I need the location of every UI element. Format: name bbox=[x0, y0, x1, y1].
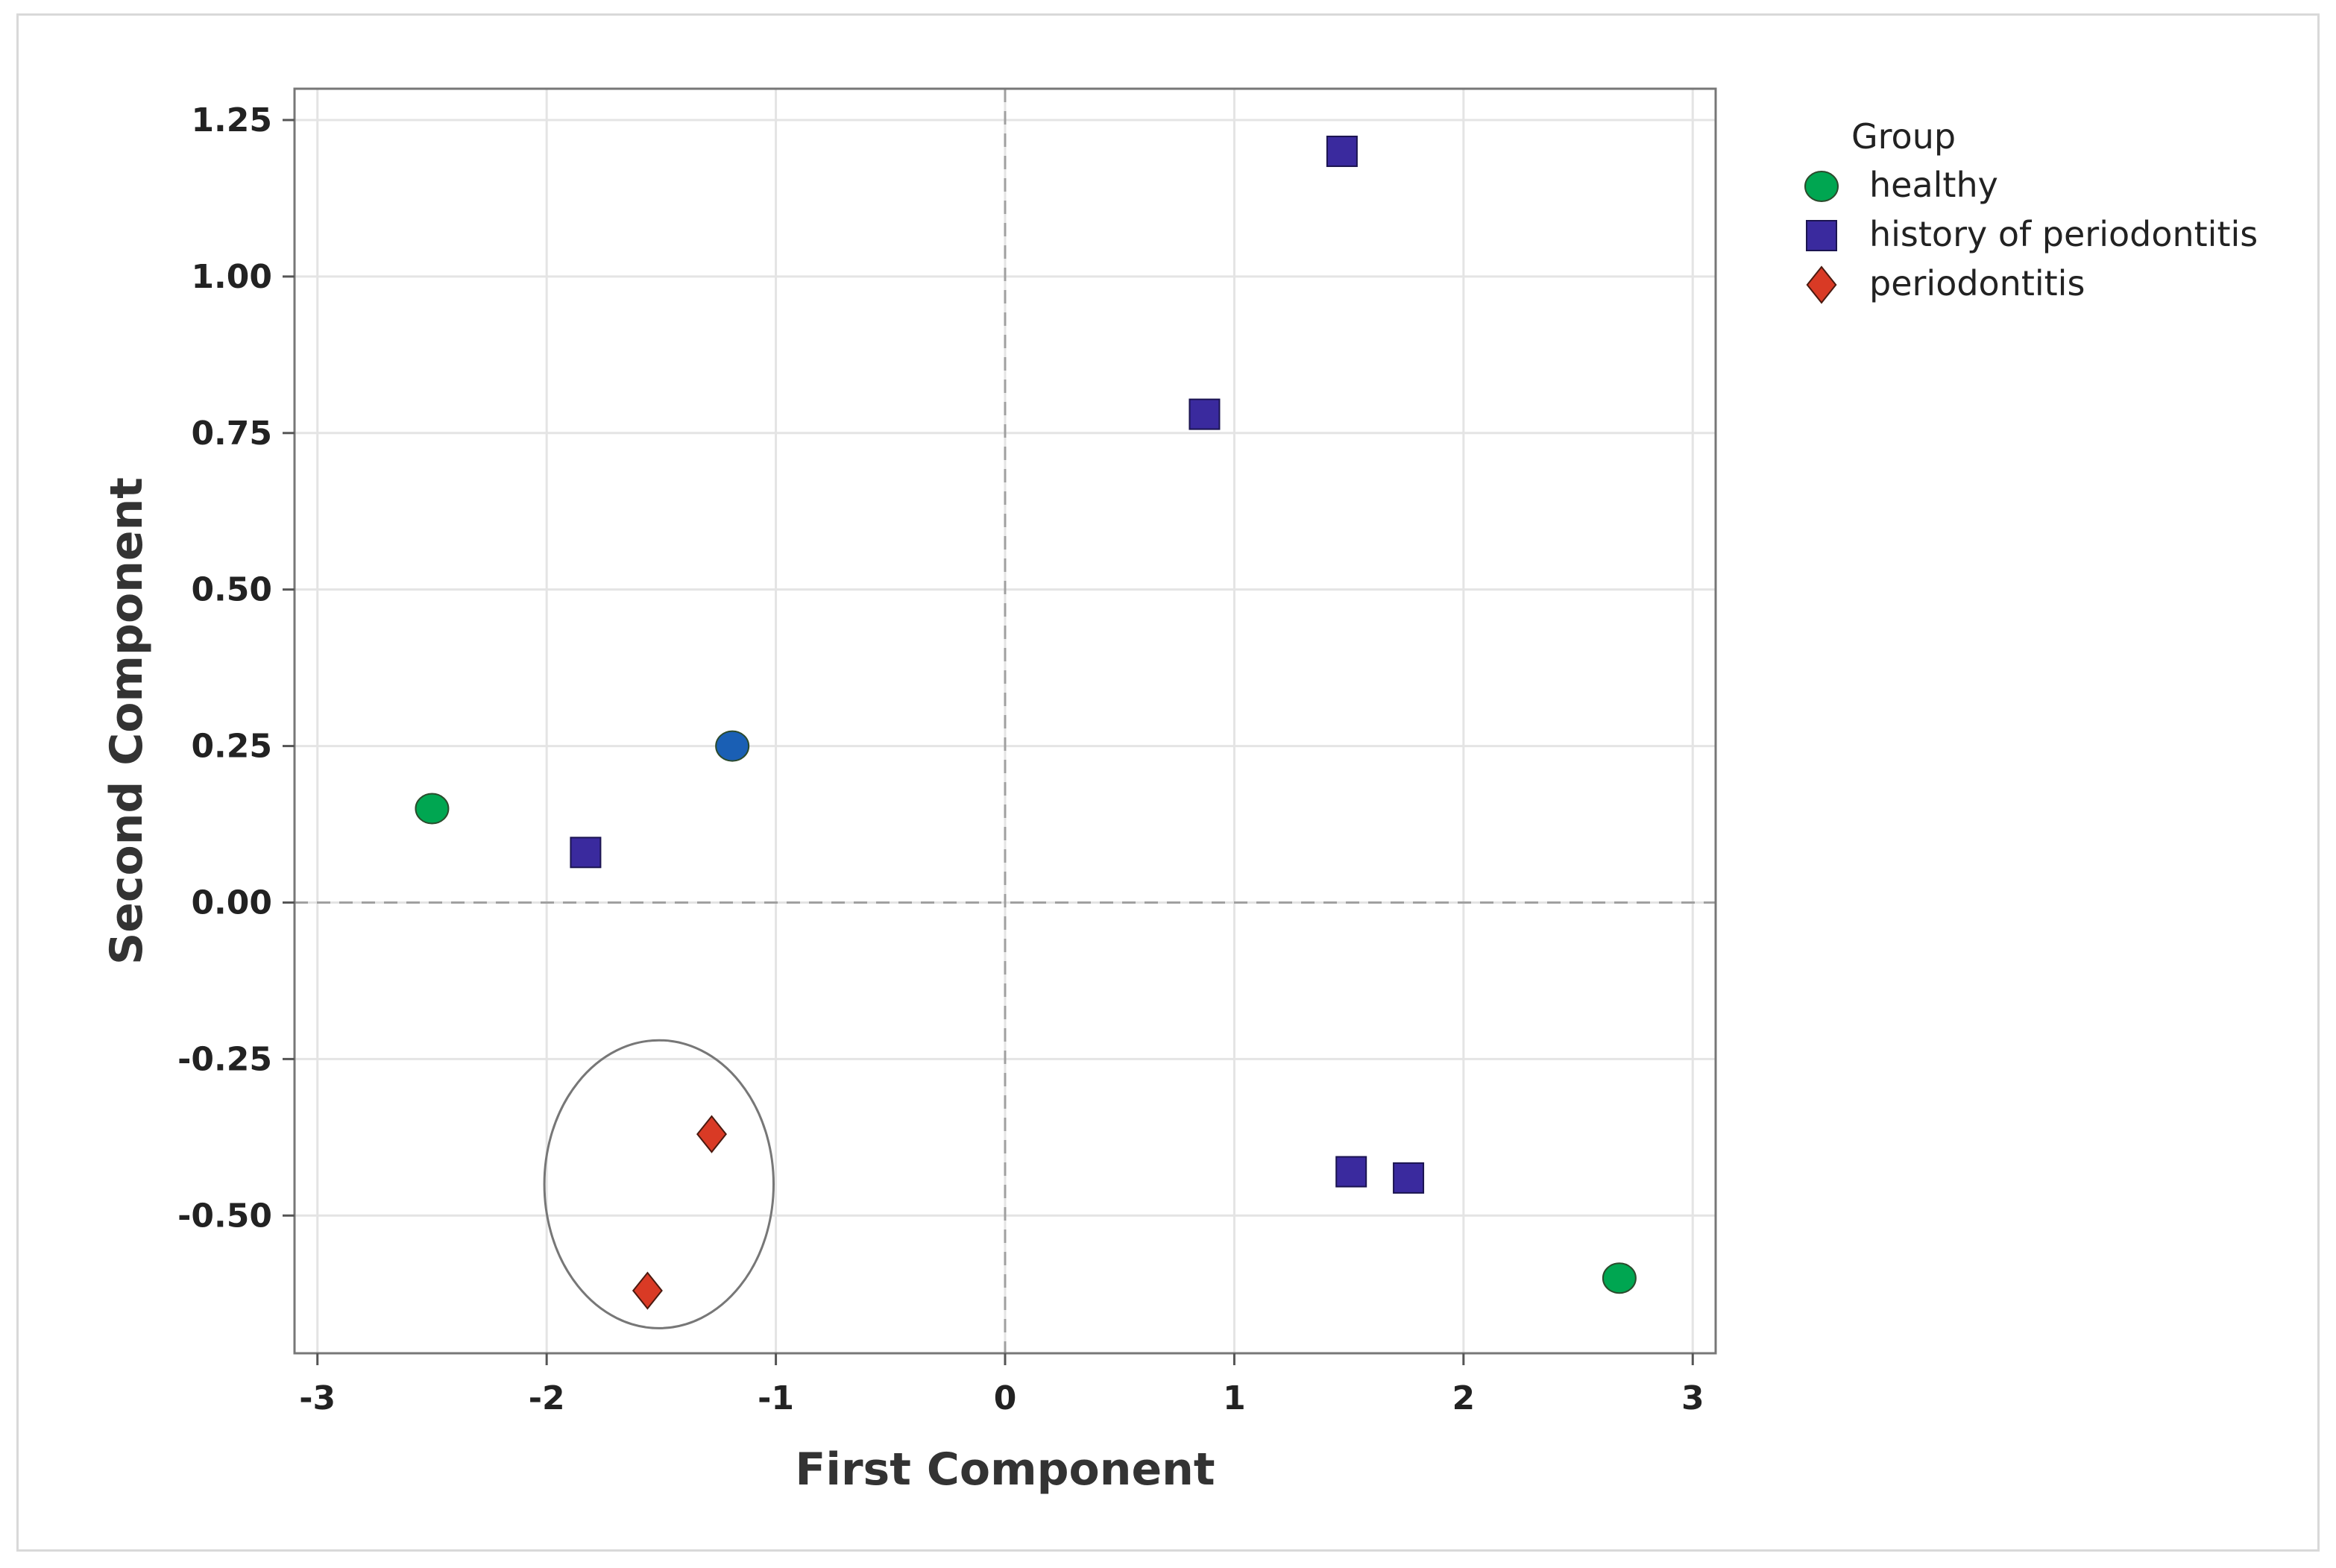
axes: -3 -2 -1 0 1 2 3 1.25 1.00 0.75 0.50 0.25 0.00 -0.25 -… bbox=[177, 101, 1704, 1417]
figure-frame: -3 -2 -1 0 1 2 3 1.25 1.00 0.75 0.50 0.25 0.00 -0.25 -… bbox=[16, 13, 2320, 1552]
data-point-history-of-periodontitis bbox=[1393, 1162, 1425, 1194]
data-point-history-of-periodontitis bbox=[570, 837, 602, 869]
x-axis-title: First Component bbox=[795, 1443, 1215, 1496]
legend-marker-history-of-periodontitis bbox=[1806, 220, 1837, 251]
highlight-ellipse bbox=[543, 1039, 775, 1329]
x-tick-label: -2 bbox=[529, 1379, 565, 1417]
data-point-healthy bbox=[415, 793, 450, 825]
legend-label: healthy bbox=[1869, 165, 1998, 205]
x-tick-label: 0 bbox=[994, 1379, 1017, 1417]
y-axis-title: Second Component bbox=[101, 477, 153, 965]
y-tick-label: 0.75 bbox=[191, 415, 272, 453]
legend: Group healthy history of periodontitis per… bbox=[1804, 116, 2258, 304]
data-points bbox=[415, 135, 1637, 1310]
y-tick-label: 0.00 bbox=[191, 884, 272, 922]
x-tick-label: 3 bbox=[1681, 1379, 1704, 1417]
scatter-chart: -3 -2 -1 0 1 2 3 1.25 1.00 0.75 0.50 0.25 0.00 -0.25 -… bbox=[101, 87, 2258, 1496]
annotation-ellipse-layer bbox=[543, 1039, 775, 1329]
legend-title: Group bbox=[1851, 116, 1956, 157]
data-point-periodontitis bbox=[696, 1115, 727, 1153]
data-point-healthy bbox=[1602, 1262, 1637, 1294]
x-tick-label: -1 bbox=[758, 1379, 794, 1417]
y-tick-label: 0.25 bbox=[191, 728, 272, 766]
x-tick-label: 2 bbox=[1452, 1379, 1476, 1417]
y-tick-label: 1.25 bbox=[191, 101, 272, 139]
reference-lines bbox=[295, 89, 1716, 1353]
data-point-periodontitis bbox=[632, 1271, 663, 1310]
data-point-history-of-periodontitis bbox=[1326, 135, 1358, 167]
y-tick-label: 1.00 bbox=[191, 258, 272, 296]
y-tick-label: -0.25 bbox=[177, 1040, 272, 1078]
x-tick-label: -3 bbox=[299, 1379, 336, 1417]
legend-label: periodontitis bbox=[1869, 263, 2085, 303]
legend-marker-healthy bbox=[1804, 171, 1839, 202]
data-point-history-of-periodontitis bbox=[1189, 398, 1221, 430]
legend-label: history of periodontitis bbox=[1869, 214, 2258, 254]
legend-marker-periodontitis bbox=[1806, 265, 1837, 304]
y-tick-label: 0.50 bbox=[191, 571, 272, 609]
x-tick-label: 1 bbox=[1223, 1379, 1246, 1417]
data-point bbox=[715, 730, 750, 762]
data-point-history-of-periodontitis bbox=[1335, 1156, 1367, 1188]
y-tick-label: -0.50 bbox=[177, 1197, 272, 1235]
